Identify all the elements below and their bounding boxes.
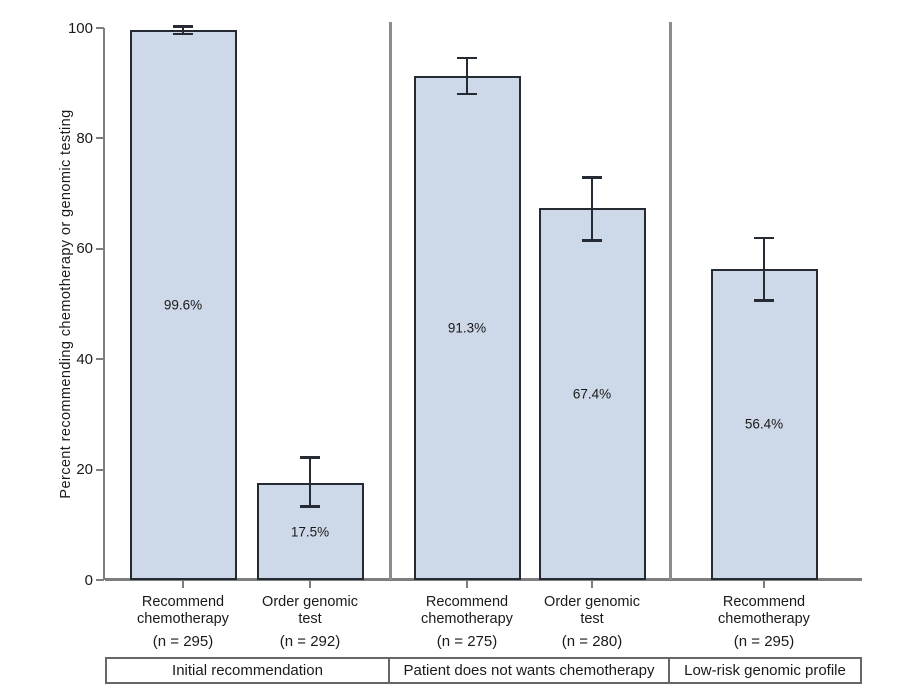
error-bar-cap-top (457, 56, 477, 60)
category-label: Order genomic test (n = 280) (512, 594, 672, 650)
y-axis-line (103, 28, 105, 580)
error-bar-cap-bottom (300, 505, 320, 508)
category-name: Recommend chemotherapy (718, 594, 810, 627)
y-axis-tick-label: 80 (76, 129, 93, 147)
category-label: Recommend chemotherapy (n = 295) (103, 594, 263, 650)
error-bar-stem (762, 237, 766, 301)
bar-value-label: 56.4% (744, 416, 784, 432)
error-bar-stem (465, 57, 469, 95)
error-bar-stem (181, 26, 185, 35)
error-bar-cap-top (173, 25, 193, 28)
y-axis-tick-label: 40 (76, 350, 93, 368)
group-label-box: Patient does not wants chemotherapy (388, 657, 670, 684)
y-axis-tick-label: 100 (67, 19, 93, 37)
y-axis-tick (96, 27, 104, 29)
error-bar-cap-top (300, 456, 320, 459)
error-bar-cap-bottom (457, 92, 477, 96)
group-divider-line (668, 22, 672, 580)
x-axis-tick (763, 580, 765, 588)
category-label: Order genomic test (n = 292) (230, 594, 390, 650)
y-axis-tick-label: 0 (84, 571, 93, 589)
error-bar-stem (590, 177, 594, 241)
bar-value-label: 17.5% (290, 524, 330, 540)
group-divider-line (388, 22, 392, 580)
x-axis-tick (182, 580, 184, 588)
category-n-count: (n = 275) (436, 633, 498, 650)
category-n-count: (n = 295) (733, 633, 795, 650)
bar (538, 207, 646, 580)
category-label: Recommend chemotherapy (n = 275) (387, 594, 547, 650)
error-bar-cap-top (754, 236, 774, 239)
bar-value-label: 99.6% (163, 297, 203, 313)
bar (710, 268, 818, 580)
error-bar-cap-top (582, 176, 602, 179)
y-axis-tick (96, 579, 104, 581)
error-bar-cap-bottom (582, 239, 602, 242)
error-bar-stem (308, 457, 312, 507)
bar-value-label: 67.4% (572, 386, 612, 402)
category-name: Recommend chemotherapy (421, 594, 513, 627)
category-n-count: (n = 280) (561, 633, 623, 650)
y-axis-tick-label: 60 (76, 240, 93, 258)
category-name: Order genomic test (262, 594, 358, 627)
y-axis-tick (96, 137, 104, 140)
y-axis-title: Percent recommending chemotherapy or gen… (58, 109, 74, 499)
category-n-count: (n = 292) (279, 633, 341, 650)
category-n-count: (n = 295) (152, 633, 214, 650)
error-bar-cap-bottom (173, 32, 193, 36)
y-axis-tick (96, 247, 104, 250)
group-label-box: Initial recommendation (105, 657, 390, 684)
y-axis-tick (96, 468, 104, 471)
x-axis-tick (309, 580, 311, 588)
category-name: Order genomic test (544, 594, 640, 627)
x-axis-tick (591, 580, 593, 588)
category-name: Recommend chemotherapy (137, 594, 229, 627)
y-axis-tick (96, 358, 104, 361)
bar-value-label: 91.3% (447, 320, 487, 336)
x-axis-tick (466, 580, 468, 588)
bar (129, 30, 237, 580)
error-bar-cap-bottom (754, 299, 774, 302)
y-axis-tick-label: 20 (76, 461, 93, 479)
category-label: Recommend chemotherapy (n = 295) (684, 594, 844, 650)
bar (413, 76, 521, 580)
group-label-box: Low-risk genomic profile (668, 657, 862, 684)
